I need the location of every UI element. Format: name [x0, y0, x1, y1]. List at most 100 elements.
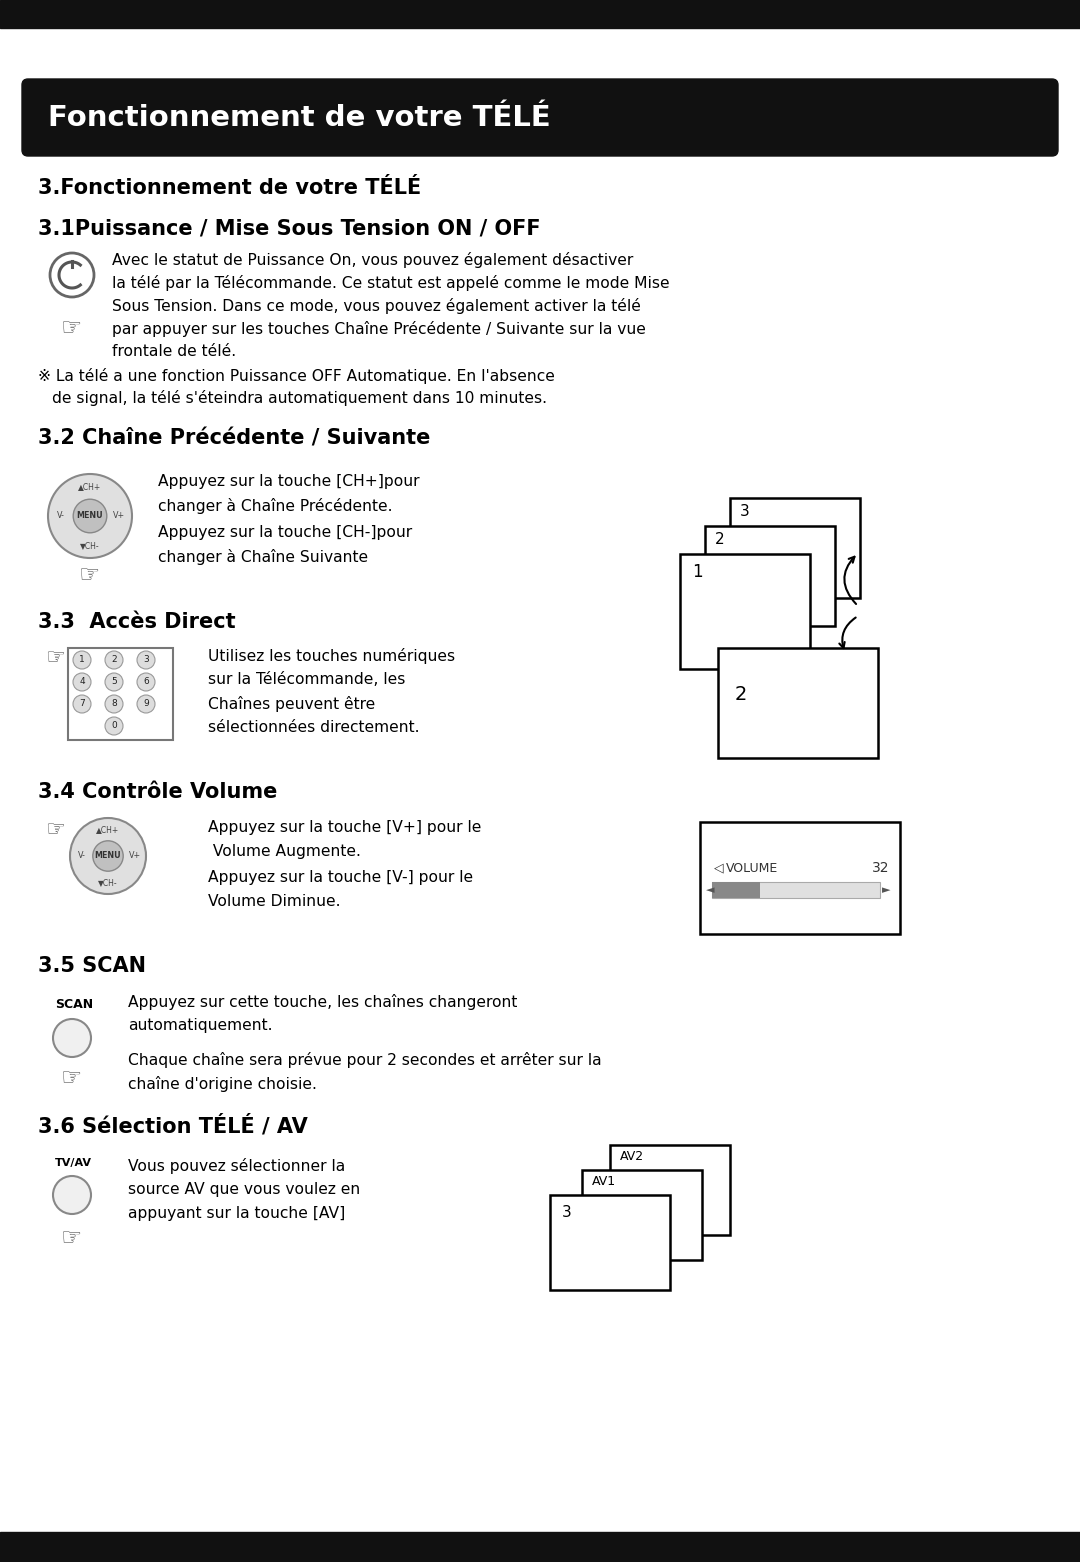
Circle shape	[48, 473, 132, 558]
Text: ▲CH+: ▲CH+	[79, 483, 102, 490]
Text: AV1: AV1	[592, 1175, 616, 1189]
Circle shape	[105, 717, 123, 736]
Text: Volume Diminue.: Volume Diminue.	[208, 893, 340, 909]
Text: 1: 1	[79, 656, 85, 664]
Text: ▲CH+: ▲CH+	[96, 825, 120, 834]
Text: ☞: ☞	[45, 820, 65, 840]
Circle shape	[73, 500, 107, 533]
Text: sur la Télécommande, les: sur la Télécommande, les	[208, 672, 405, 687]
Text: ☞: ☞	[62, 1065, 82, 1090]
Bar	[68, 648, 173, 740]
Text: Vous pouvez sélectionner la: Vous pouvez sélectionner la	[129, 1157, 346, 1175]
Text: ▼CH-: ▼CH-	[98, 878, 118, 887]
Text: Appuyez sur la touche [CH-]pour: Appuyez sur la touche [CH-]pour	[158, 525, 413, 540]
Text: sélectionnées directement.: sélectionnées directement.	[208, 720, 419, 736]
Text: Fonctionnement de votre TÉLÉ: Fonctionnement de votre TÉLÉ	[48, 105, 551, 133]
Circle shape	[73, 651, 91, 669]
Bar	[730, 498, 860, 598]
Text: Chaque chaîne sera prévue pour 2 secondes et arrêter sur la: Chaque chaîne sera prévue pour 2 seconde…	[129, 1051, 602, 1068]
Text: chaîne d'origine choisie.: chaîne d'origine choisie.	[129, 1076, 316, 1092]
Bar	[0, 1532, 1080, 1562]
Text: 4: 4	[79, 678, 85, 687]
Text: 3.5 SCAN: 3.5 SCAN	[38, 956, 146, 976]
Text: ◁: ◁	[714, 862, 724, 875]
Text: V+: V+	[113, 511, 125, 520]
Text: TV/AV: TV/AV	[55, 1157, 92, 1168]
Text: Avec le statut de Puissance On, vous pouvez également désactiver
la télé par la : Avec le statut de Puissance On, vous pou…	[112, 251, 670, 359]
Text: Utilisez les touches numériques: Utilisez les touches numériques	[208, 648, 455, 664]
Text: 3.2 Chaîne Précédente / Suivante: 3.2 Chaîne Précédente / Suivante	[38, 428, 430, 448]
Circle shape	[70, 818, 146, 893]
Text: V-: V-	[56, 511, 65, 520]
Bar	[680, 555, 810, 669]
Text: 32: 32	[872, 861, 890, 875]
Circle shape	[73, 695, 91, 712]
Text: de signal, la télé s'éteindra automatiquement dans 10 minutes.: de signal, la télé s'éteindra automatiqu…	[52, 390, 546, 406]
Circle shape	[50, 253, 94, 297]
Text: 9: 9	[144, 700, 149, 709]
Text: 3.3  Accès Direct: 3.3 Accès Direct	[38, 612, 235, 633]
Text: 8: 8	[111, 700, 117, 709]
Bar	[712, 883, 760, 898]
Text: 3.1Puissance / Mise Sous Tension ON / OFF: 3.1Puissance / Mise Sous Tension ON / OF…	[38, 219, 541, 237]
Text: ▼CH-: ▼CH-	[80, 540, 99, 550]
Bar	[550, 1195, 670, 1290]
Text: 3: 3	[562, 1204, 571, 1220]
Bar	[718, 648, 878, 758]
Text: 2: 2	[735, 686, 747, 704]
Circle shape	[137, 673, 156, 690]
Text: 0: 0	[111, 722, 117, 731]
Text: automatiquement.: automatiquement.	[129, 1018, 272, 1032]
FancyBboxPatch shape	[22, 80, 1058, 156]
Text: 6: 6	[144, 678, 149, 687]
Text: VOLUME: VOLUME	[726, 862, 779, 875]
Circle shape	[137, 695, 156, 712]
Circle shape	[105, 695, 123, 712]
Bar	[0, 0, 1080, 28]
Text: ☞: ☞	[45, 648, 65, 669]
Text: 5: 5	[111, 678, 117, 687]
Text: 7: 7	[79, 700, 85, 709]
Circle shape	[53, 1176, 91, 1214]
Text: AV2: AV2	[620, 1150, 644, 1164]
Text: appuyant sur la touche [AV]: appuyant sur la touche [AV]	[129, 1206, 346, 1221]
Text: ►: ►	[882, 886, 891, 895]
Text: ◄: ◄	[706, 886, 715, 895]
Text: ※ La télé a une fonction Puissance OFF Automatique. En l'absence: ※ La télé a une fonction Puissance OFF A…	[38, 369, 555, 384]
Text: changer à Chaîne Suivante: changer à Chaîne Suivante	[158, 548, 368, 565]
Text: Volume Augmente.: Volume Augmente.	[208, 843, 361, 859]
Text: ☞: ☞	[62, 1226, 82, 1250]
Text: 3.Fonctionnement de votre TÉLÉ: 3.Fonctionnement de votre TÉLÉ	[38, 178, 421, 198]
Text: ☞: ☞	[62, 316, 82, 341]
Text: Appuyez sur la touche [V-] pour le: Appuyez sur la touche [V-] pour le	[208, 870, 473, 886]
Circle shape	[137, 651, 156, 669]
Text: 2: 2	[111, 656, 117, 664]
Text: 3.6 Sélection TÉLÉ / AV: 3.6 Sélection TÉLÉ / AV	[38, 1115, 308, 1137]
Bar	[582, 1170, 702, 1261]
Circle shape	[105, 651, 123, 669]
Text: changer à Chaîne Précédente.: changer à Chaîne Précédente.	[158, 498, 392, 514]
Text: MENU: MENU	[77, 511, 104, 520]
Text: MENU: MENU	[95, 851, 121, 861]
Circle shape	[73, 673, 91, 690]
Text: 3: 3	[740, 505, 750, 519]
Text: 1: 1	[692, 562, 703, 581]
Text: 2: 2	[715, 533, 725, 547]
Text: Appuyez sur la touche [CH+]pour: Appuyez sur la touche [CH+]pour	[158, 473, 419, 489]
Text: 3.4 Contrôle Volume: 3.4 Contrôle Volume	[38, 783, 278, 801]
Circle shape	[105, 673, 123, 690]
Text: V-: V-	[78, 851, 85, 861]
Bar	[712, 883, 880, 898]
Circle shape	[93, 840, 123, 872]
Text: ☞: ☞	[80, 562, 100, 587]
Text: Chaînes peuvent être: Chaînes peuvent être	[208, 697, 375, 712]
Text: SCAN: SCAN	[55, 998, 93, 1011]
Text: Appuyez sur la touche [V+] pour le: Appuyez sur la touche [V+] pour le	[208, 820, 482, 836]
Text: Appuyez sur cette touche, les chaînes changeront: Appuyez sur cette touche, les chaînes ch…	[129, 993, 517, 1011]
Text: V+: V+	[129, 851, 140, 861]
Bar	[700, 822, 900, 934]
Text: -6-: -6-	[529, 1539, 551, 1557]
Circle shape	[53, 1018, 91, 1057]
Text: source AV que vous voulez en: source AV que vous voulez en	[129, 1182, 361, 1196]
Bar	[610, 1145, 730, 1236]
